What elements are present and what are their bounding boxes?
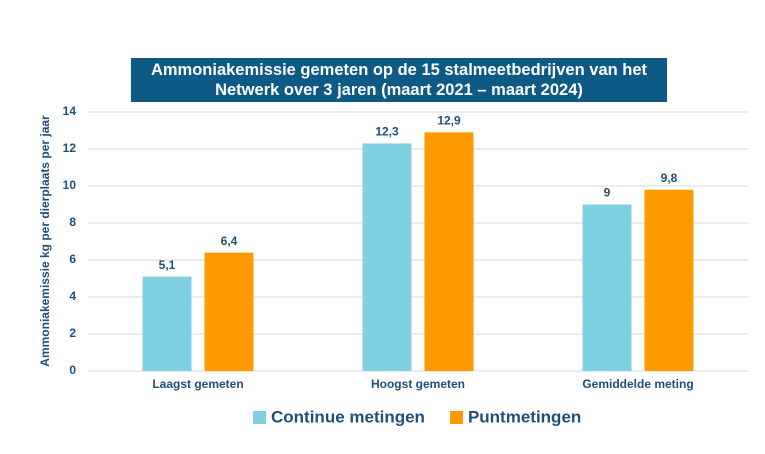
bar bbox=[644, 189, 694, 371]
bar bbox=[142, 276, 192, 371]
data-label: 12,3 bbox=[375, 125, 399, 139]
data-label: 9 bbox=[604, 186, 611, 200]
data-label: 12,9 bbox=[437, 114, 461, 128]
y-tick-label: 14 bbox=[63, 104, 77, 118]
bar bbox=[204, 252, 254, 371]
y-tick-label: 2 bbox=[69, 326, 76, 340]
legend-swatch bbox=[253, 411, 266, 424]
y-tick-label: 10 bbox=[63, 178, 77, 192]
y-tick-label: 4 bbox=[69, 289, 76, 303]
legend-label: Puntmetingen bbox=[468, 407, 581, 426]
y-tick-label: 12 bbox=[63, 141, 77, 155]
data-label: 6,4 bbox=[221, 234, 238, 248]
y-tick-label: 0 bbox=[69, 363, 76, 377]
legend-label: Continue metingen bbox=[271, 407, 425, 426]
x-tick-label: Laagst gemeten bbox=[152, 377, 243, 391]
y-tick-label: 6 bbox=[69, 252, 76, 266]
bar bbox=[582, 204, 632, 371]
data-label: 9,8 bbox=[661, 171, 678, 185]
chart-title: Ammoniakemissie gemeten op de 15 stalmee… bbox=[131, 58, 667, 102]
data-label: 5,1 bbox=[159, 258, 176, 272]
y-axis-label: Ammoniakemissie kg per dierplaats per ja… bbox=[38, 115, 52, 367]
x-tick-label: Hoogst gemeten bbox=[371, 377, 465, 391]
x-tick-label: Gemiddelde meting bbox=[582, 377, 693, 391]
legend-swatch bbox=[449, 411, 463, 424]
y-tick-label: 8 bbox=[69, 215, 76, 229]
bar bbox=[362, 143, 412, 371]
bar bbox=[424, 132, 474, 371]
